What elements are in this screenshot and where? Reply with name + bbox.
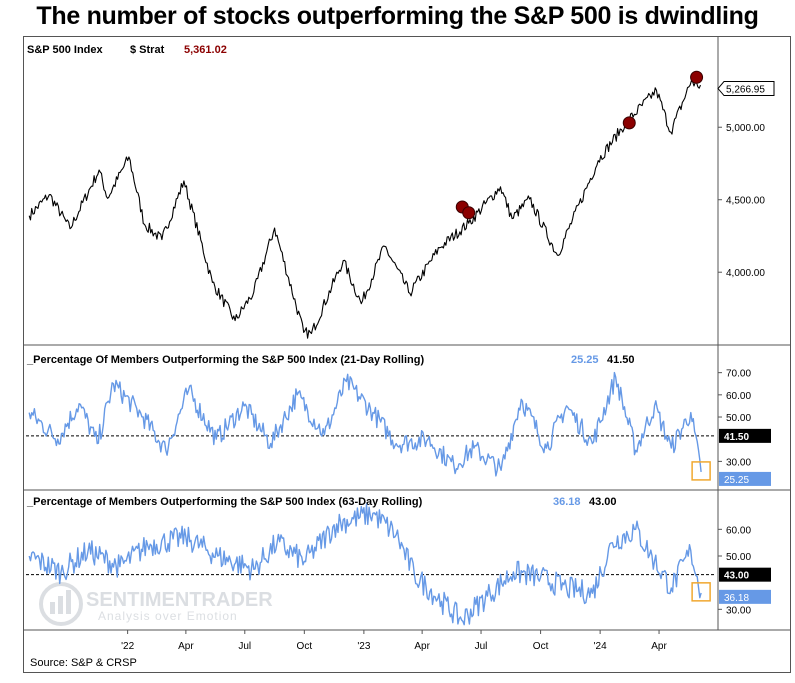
breadth21-reference-tag-label: 41.50	[724, 432, 749, 443]
breadth21-reference-tag	[719, 428, 771, 443]
breadth21-title: _Percentage Of Members Outperforming the…	[26, 354, 424, 366]
breadth63-reference-tag	[719, 567, 771, 582]
x-tick-label: '24	[594, 641, 607, 652]
watermark-bar	[50, 602, 55, 614]
source-note: Source: S&P & CRSP	[30, 657, 137, 669]
chart-marks: 5,000.00 4,500.00 4,000.00 5,266.95 70.00 60.…	[26, 70, 775, 652]
breadth21-ytick-label: 60.00	[726, 391, 751, 402]
watermark-bar	[66, 590, 71, 614]
breadth21-reference: 41.50	[607, 354, 635, 366]
x-tick-label: Oct	[297, 641, 313, 652]
breadth21-value-tag	[719, 471, 771, 486]
breadth21-ytick-label: 70.00	[726, 369, 751, 380]
watermark-tagline: Analysis over Emotion	[98, 609, 238, 623]
breadth63-ytick-label: 50.00	[726, 552, 751, 563]
price-legend-strat: $ Strat	[130, 44, 165, 56]
breadth21-ytick-label: 50.00	[726, 413, 751, 424]
breadth21-value-tag-label: 25.25	[724, 475, 749, 486]
x-tick-label: Jul	[475, 641, 488, 652]
breadth63-ytick-label: 30.00	[726, 605, 751, 616]
price-series-line	[28, 80, 702, 339]
breadth63-highlight-box	[691, 582, 711, 602]
chart-title: The number of stocks outperforming the S…	[36, 2, 759, 30]
watermark-logo-icon	[39, 582, 83, 626]
breadth63-reference: 43.00	[589, 496, 617, 508]
x-tick-label: Apr	[414, 641, 430, 652]
breadth63-value: 36.18	[553, 496, 581, 508]
price-legend-value: 5,361.02	[184, 44, 227, 56]
signal-marker	[622, 116, 636, 130]
x-tick-label: '22	[121, 641, 134, 652]
price-legend-name: S&P 500 Index	[27, 44, 103, 56]
x-tick-label: '23	[357, 641, 370, 652]
x-tick-label: Apr	[178, 641, 194, 652]
breadth63-reference-tag-label: 43.00	[724, 571, 749, 582]
breadth21-series-line	[28, 371, 702, 477]
signal-marker	[690, 70, 704, 84]
price-ytick-label: 4,000.00	[726, 268, 765, 279]
watermark-brand: SENTIMENTRADER	[86, 589, 273, 611]
breadth63-series-line	[28, 503, 702, 626]
x-tick-label: Apr	[651, 641, 667, 652]
x-tick-label: Jul	[238, 641, 251, 652]
breadth63-title: _Percentage of Members Outperforming the…	[26, 496, 423, 508]
breadth21-highlight-box	[691, 461, 711, 481]
breadth63-value-tag	[719, 589, 771, 604]
watermark-bar	[58, 596, 63, 614]
price-ytick-label: 5,000.00	[726, 123, 765, 134]
signal-marker	[462, 206, 476, 220]
breadth63-ytick-label: 60.00	[726, 525, 751, 536]
breadth21-ytick-label: 30.00	[726, 457, 751, 468]
price-last-value-tag	[717, 81, 775, 97]
x-tick-label: Oct	[533, 641, 549, 652]
chart-frame	[23, 36, 791, 673]
price-last-value-label: 5,266.95	[726, 85, 765, 96]
breadth21-value: 25.25	[571, 354, 599, 366]
price-ytick-label: 4,500.00	[726, 196, 765, 207]
watermark: SENTIMENTRADER Analysis over Emotion	[39, 582, 273, 626]
breadth63-value-tag-label: 36.18	[724, 593, 749, 604]
